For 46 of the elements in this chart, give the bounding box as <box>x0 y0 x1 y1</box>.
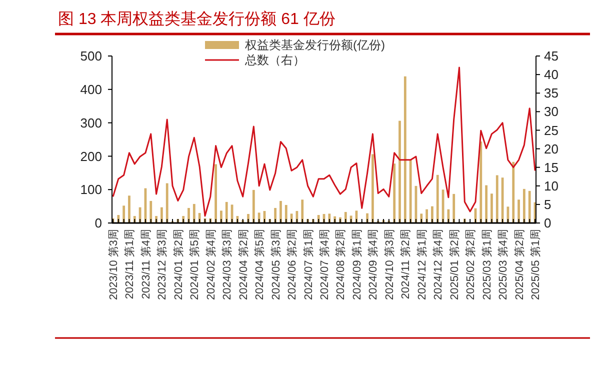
y2-tick-label: 0 <box>544 216 552 231</box>
x-tick-label: 2024/12 第4周 <box>432 229 445 300</box>
y2-tick-label: 25 <box>544 122 558 138</box>
x-tick-label: 2024/03 第3周 <box>222 229 234 300</box>
chart-title: 图 13 本周权益类基金发行份额 61 亿份 <box>58 10 336 28</box>
y2-tick-label: 20 <box>544 141 558 156</box>
y-tick-label: 500 <box>80 48 102 64</box>
y-tick-label: 0 <box>94 216 102 231</box>
legend-label: 权益类基金发行份额(亿份) <box>244 38 385 52</box>
x-tick-label: 2024/04 第5周 <box>254 229 266 300</box>
x-tick-label: 2024/09 第1周 <box>351 229 364 300</box>
x-tick-label: 2024/10 第3周 <box>384 229 396 300</box>
x-tick-label: 2023/11 第4周 <box>140 229 152 300</box>
y2-tick-label: 30 <box>544 104 558 120</box>
legend-label: 总数（右） <box>244 53 305 68</box>
x-tick-label: 2024/01 第2周 <box>172 229 185 300</box>
x-tick-label: 2024/08 第2周 <box>335 229 348 300</box>
x-tick-label: 2023/10 第3周 <box>108 229 120 300</box>
y2-tick-label: 35 <box>544 86 558 101</box>
y2-tick-label: 5 <box>544 196 552 212</box>
x-tick-label: 2023/12 第3周 <box>156 229 169 300</box>
x-tick-label: 2024/06 第2周 <box>286 229 299 300</box>
x-tick-label: 2025/03 第4周 <box>498 229 510 300</box>
x-tick-label: 2024/01 第5周 <box>189 229 202 300</box>
y2-tick-label: 40 <box>544 67 558 82</box>
x-tick-label: 2025/03 第1周 <box>481 229 494 300</box>
x-tick-label: 2024/04 第2周 <box>238 229 250 300</box>
x-tick-label: 2024/12 第1周 <box>416 229 428 300</box>
y-tick-label: 100 <box>80 182 102 198</box>
y2-tick-label: 15 <box>544 160 558 175</box>
x-tick-label: 2024/05 第3周 <box>270 229 282 300</box>
y-tick-label: 200 <box>80 148 102 164</box>
y-tick-label: 400 <box>80 82 102 97</box>
y2-tick-label: 45 <box>544 48 558 64</box>
x-tick-label: 2024/11 第2周 <box>400 229 412 300</box>
x-tick-label: 2024/02 第4周 <box>205 229 218 300</box>
x-tick-label: 2024/09 第4周 <box>368 229 380 300</box>
x-tick-label: 2023/11 第1周 <box>124 229 136 300</box>
x-tick-label: 2025/05 第1周 <box>530 229 542 300</box>
y-tick-label: 300 <box>80 115 102 130</box>
x-tick-label: 2024/07 第1周 <box>302 229 315 300</box>
x-tick-label: 2025/04 第2周 <box>514 229 526 300</box>
x-tick-label: 2025/02 第2周 <box>465 229 478 300</box>
x-tick-label: 2024/07 第4周 <box>319 229 331 300</box>
x-tick-label: 2025/01 第2周 <box>448 229 461 300</box>
y2-tick-label: 10 <box>544 178 558 194</box>
